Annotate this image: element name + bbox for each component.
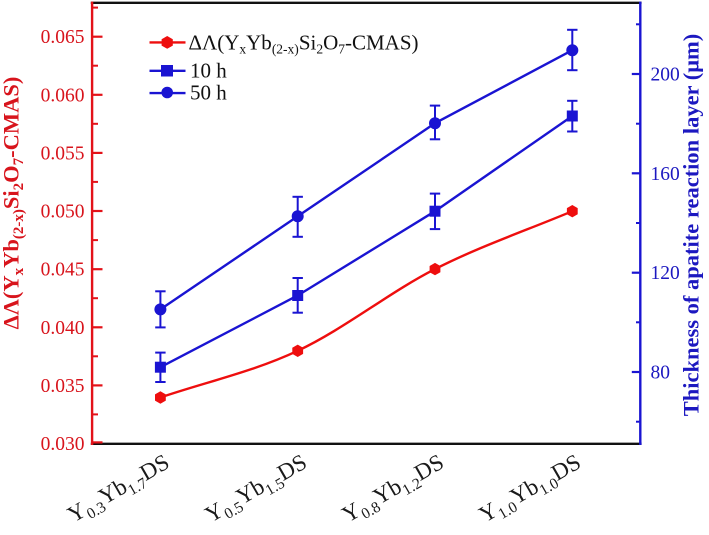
svg-text:0.065: 0.065 <box>41 27 85 48</box>
svg-text:0.040: 0.040 <box>41 318 85 339</box>
svg-text:0.030: 0.030 <box>41 434 85 455</box>
svg-text:0.045: 0.045 <box>41 260 85 281</box>
svg-text:0.050: 0.050 <box>41 202 85 223</box>
svg-text:50 h: 50 h <box>190 81 227 105</box>
svg-text:10 h: 10 h <box>190 58 227 82</box>
svg-text:0.035: 0.035 <box>41 376 85 397</box>
svg-text:ΔΛ(YxYb(2-x)Si2O7-CMAS): ΔΛ(YxYb(2-x)Si2O7-CMAS) <box>189 30 419 56</box>
svg-text:0.055: 0.055 <box>41 143 85 164</box>
svg-text:80: 80 <box>651 363 671 384</box>
svg-text:160: 160 <box>651 164 680 185</box>
svg-text:ΔΛ(YxYb(2-x)Si2O7-CMAS): ΔΛ(YxYb(2-x)Si2O7-CMAS) <box>0 77 27 330</box>
svg-text:200: 200 <box>651 65 680 86</box>
svg-text:Thickness of apatite reaction: Thickness of apatite reaction layer (μm) <box>679 34 704 417</box>
svg-text:120: 120 <box>651 263 680 284</box>
svg-text:0.060: 0.060 <box>41 85 85 106</box>
